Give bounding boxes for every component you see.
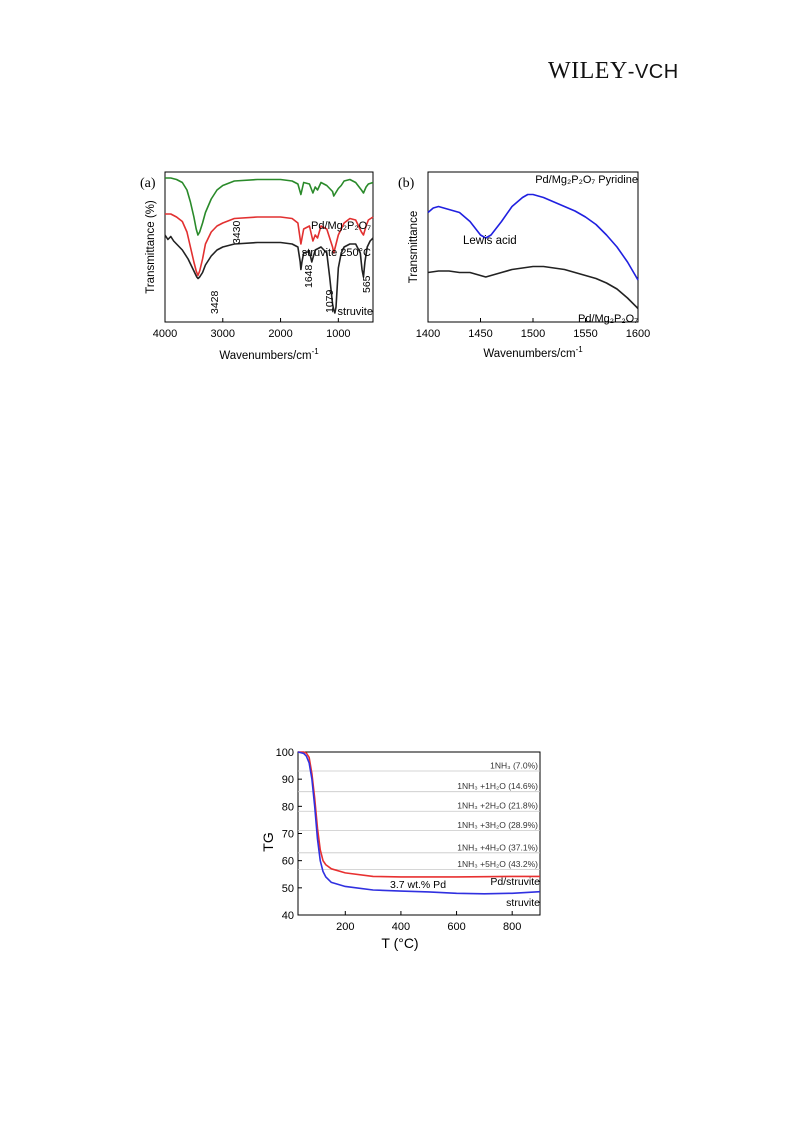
x-tick-label: 1450 [468,328,492,340]
series-line-pd-struvite [298,751,540,878]
peak-label-1648: 1648 [303,264,315,288]
y-axis-label: Transmittance [408,211,420,283]
series-line-struvite [297,751,541,895]
ftir-panel-b: (b) Transmittance Wavenumbers/cm-1 1400 1… [398,171,650,360]
reference-line-label: 1NH₃ +5H₂O (43.2%) [457,859,538,869]
x-tick-label: 1600 [626,328,650,340]
panel-label-a: (a) [140,176,156,191]
reference-line-label: 1NH₃ +1H₂O (14.6%) [457,781,538,791]
x-axis-label: T (°C) [381,935,418,951]
y-tick-label: 70 [282,829,294,841]
publisher-logo: WILEY-VCH [548,58,679,85]
peak-label-3428: 3428 [209,290,221,314]
ftir-panel-a: (a) Transmittance (%) Wavenumbers/cm-1 4… [140,171,374,362]
plot-frame [164,171,374,323]
publisher-suffix: -VCH [627,61,679,83]
y-tick-label: 80 [282,801,294,813]
reference-line-label: 1NH₃ +2H₂O (21.8%) [457,801,538,811]
peak-label-1079: 1079 [324,289,336,313]
x-tick-label: 1500 [521,328,545,340]
series-label-pd-mg2p2o7: Pd/Mg₂P₂O₇ [311,220,371,232]
x-axis-label: Wavenumbers/cm-1 [219,347,319,362]
y-axis-label: Transmittance (%) [145,200,157,294]
series-label-struvite: struvite [506,897,540,909]
series-line-struvite [164,234,374,314]
panel-label-b: (b) [398,176,415,191]
series-label-pd-mg2p2o7: Pd/Mg₂P₂O₇ [578,313,638,325]
publisher-name: WILEY [548,58,628,84]
x-tick-label: 800 [503,921,521,933]
reference-line-label: 1NH₃ +3H₂O (28.9%) [457,820,538,830]
x-tick-label: 3000 [211,328,235,340]
x-tick-label: 400 [392,921,410,933]
reference-line-label: 1NH₃ (7.0%) [490,761,538,771]
x-tick-label: 200 [336,921,354,933]
y-tick-label: 100 [276,747,294,759]
series-line-pd-mg-p-o [427,265,639,310]
series-label-struvite: struvite [338,306,373,318]
peak-label-565: 565 [361,275,373,293]
series-label-pd-struvite: Pd/struvite [490,876,540,888]
series-line-pd-mg-p-o-pyridine [427,193,639,281]
series-line-pd-mg-p-o [165,177,374,236]
pd-loading-label: 3.7 wt.% Pd [390,879,446,891]
y-tick-label: 40 [282,910,294,922]
reference-line-label: 1NH₃ +4H₂O (37.1%) [457,842,538,852]
series-label-struvite-250: struvite 250°C [302,247,371,259]
x-tick-label: 1400 [416,328,440,340]
x-tick-label: 1550 [573,328,597,340]
x-tick-label: 1000 [326,328,350,340]
y-axis-label: TG [260,832,276,851]
peak-label-3430: 3430 [231,220,243,244]
y-tick-label: 90 [282,774,294,786]
x-axis-label: Wavenumbers/cm-1 [483,345,583,360]
y-tick-label: 60 [282,856,294,868]
x-tick-label: 600 [447,921,465,933]
series-label-pyridine: Pd/Mg₂P₂O₇ Pyridine [535,174,638,186]
lewis-acid-label: Lewis acid [463,235,517,247]
x-tick-label: 2000 [268,328,292,340]
series-line-struvite-250-c [165,213,374,277]
y-tick-label: 50 [282,883,294,895]
tg-chart: TG T (°C) 200 400 600 800 40 50 60 70 80 90 100 1N… [260,747,541,951]
x-tick-label: 4000 [153,328,177,340]
